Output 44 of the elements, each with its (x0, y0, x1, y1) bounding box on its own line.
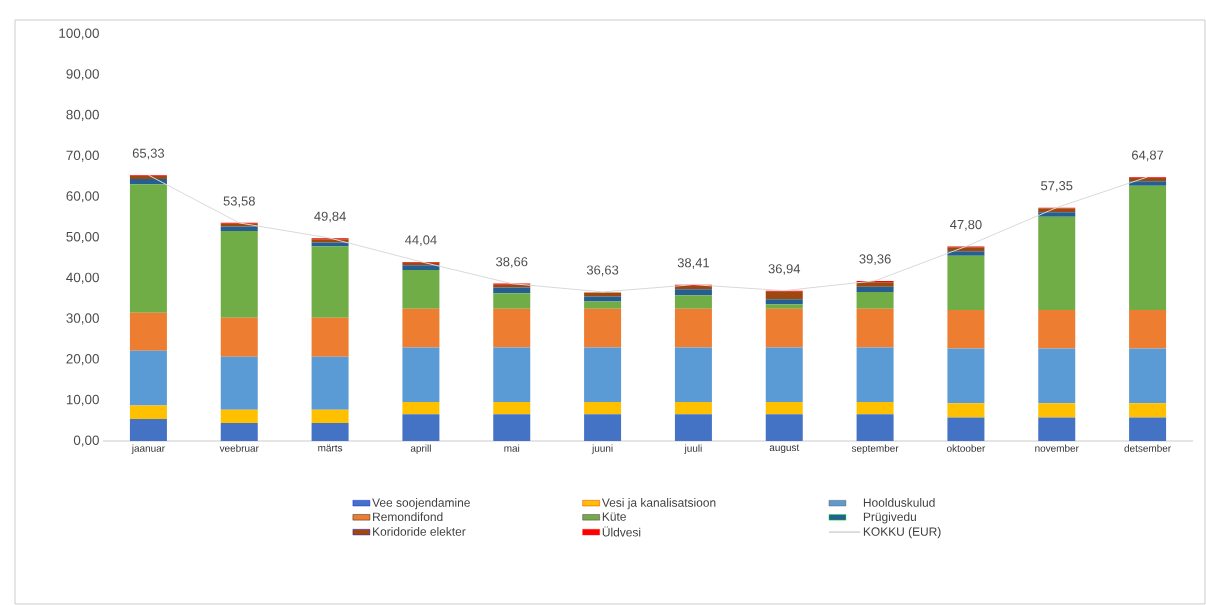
data-label: 39,36 (859, 254, 891, 266)
x-tick-label: aprill (410, 444, 431, 454)
data-label: 64,87 (1132, 150, 1164, 162)
y-tick-label: 90,00 (66, 69, 99, 81)
data-label: 57,35 (1041, 181, 1073, 192)
x-tick-label: mai (504, 444, 520, 452)
x-tick-label: märts (318, 444, 343, 452)
y-tick-label: 40,00 (66, 272, 99, 284)
legend-label: Vesi ja kanalisatsioon (601, 498, 716, 510)
data-label: 49,84 (314, 211, 346, 223)
x-tick-label: detsember (1124, 444, 1171, 452)
x-tick-label: november (1035, 444, 1079, 452)
x-tick-label: juuni (591, 444, 613, 454)
y-tick-label: 100,00 (59, 28, 99, 40)
y-tick-label: 50,00 (66, 231, 99, 244)
legend-label: Prügivedu (863, 512, 916, 524)
y-tick-label: 0,00 (73, 435, 99, 447)
legend-label: KOKKU (EUR) (863, 527, 941, 539)
x-tick-label: jaanuar (131, 444, 165, 454)
y-tick-label: 60,00 (66, 191, 99, 203)
x-tick-label: juuli (684, 444, 702, 454)
x-tick-label: oktoober (946, 444, 986, 452)
data-label: 38,41 (677, 258, 709, 269)
y-tick-label: 10,00 (66, 394, 99, 406)
data-label: 65,33 (132, 148, 165, 160)
x-tick-label: veebruar (219, 444, 259, 452)
legend-label: Remondifond (373, 512, 443, 522)
data-label: 47,80 (950, 219, 982, 231)
y-tick-label: 80,00 (66, 109, 99, 121)
legend-label: Üldvesi (602, 526, 641, 537)
data-label: 53,58 (223, 196, 255, 208)
x-tick-label: september (851, 444, 899, 454)
x-tick-label: august (769, 444, 800, 454)
y-tick-label: 30,00 (66, 313, 99, 325)
legend-label: Koridoride elekter (373, 527, 466, 536)
data-label: 38,66 (496, 257, 528, 268)
y-tick-label: 20,00 (66, 354, 99, 366)
data-label: 44,04 (405, 235, 437, 246)
y-tick-label: 70,00 (66, 150, 99, 162)
legend-label: Hoolduskulud (863, 498, 935, 507)
legend-label: Küte (602, 512, 626, 521)
data-label: 36,63 (586, 265, 619, 277)
legend-label: Vee soojendamine (372, 498, 470, 510)
data-label: 36,94 (768, 264, 801, 275)
